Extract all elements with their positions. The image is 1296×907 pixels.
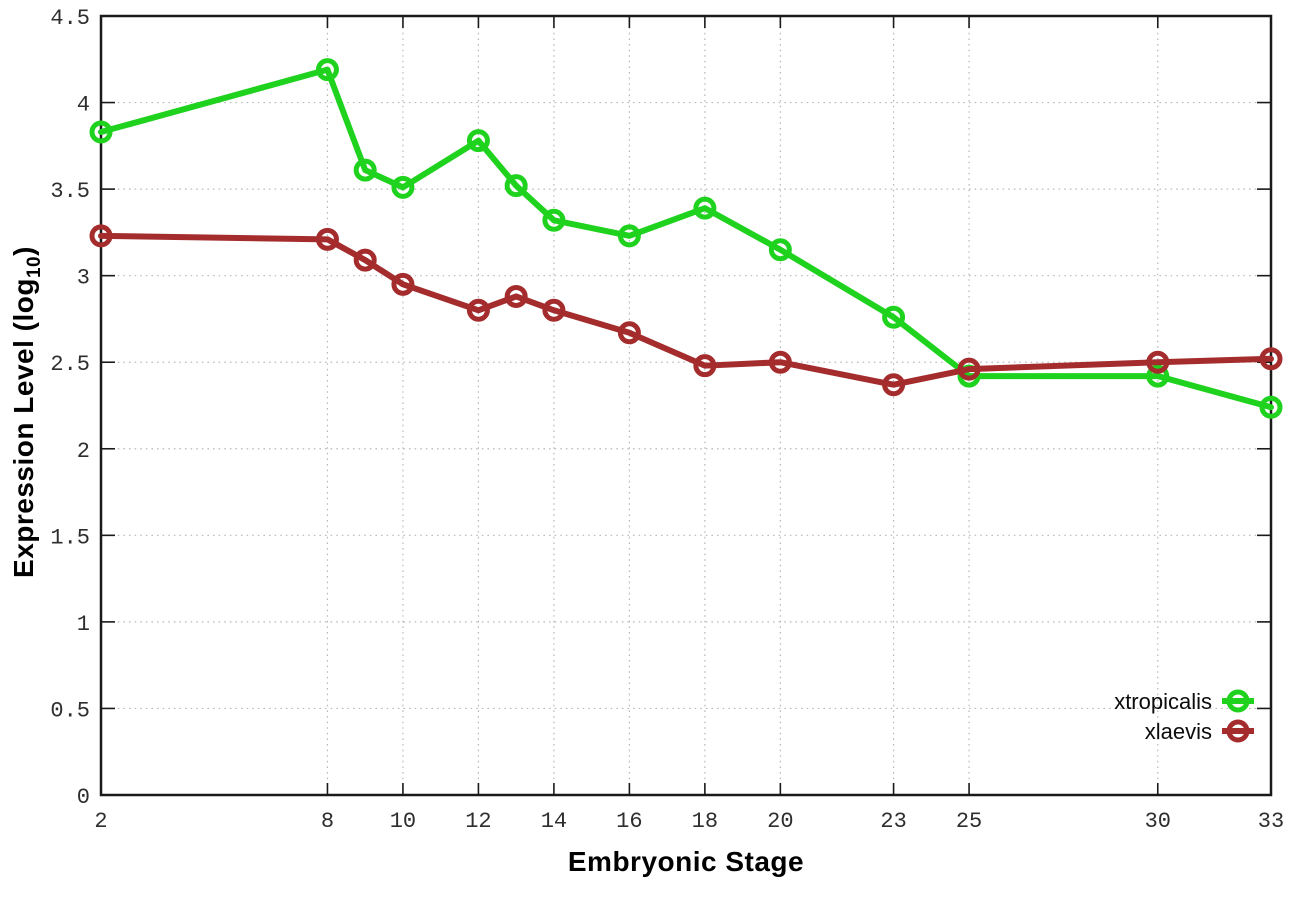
data-point-xlaevis <box>957 357 981 381</box>
data-point-xtropicalis <box>391 175 415 199</box>
data-point-xtropicalis <box>693 196 717 220</box>
plot-border <box>99 14 1273 797</box>
series-line-xlaevis <box>98 232 1274 388</box>
data-point-xtropicalis <box>617 224 641 248</box>
x-tick-label: 23 <box>880 809 906 834</box>
data-point-xlaevis <box>391 272 415 296</box>
x-tick-label: 18 <box>692 809 718 834</box>
data-point-xtropicalis <box>542 208 566 232</box>
data-point-xlaevis <box>315 227 339 251</box>
data-point-xlaevis <box>353 248 377 272</box>
data-point-xtropicalis <box>466 129 490 153</box>
x-tick-label: 2 <box>94 809 107 834</box>
data-point-xlaevis <box>617 321 641 345</box>
x-tick-label: 33 <box>1258 809 1284 834</box>
x-tick-label: 25 <box>956 809 982 834</box>
data-point-xlaevis <box>693 354 717 378</box>
x-tick-label: 12 <box>465 809 491 834</box>
data-point-xlaevis <box>1259 347 1283 371</box>
legend-marker-icon <box>1226 719 1250 743</box>
data-point-xtropicalis <box>89 120 113 144</box>
y-axis-title: Expression Level (log10) <box>8 246 46 578</box>
x-tick-label: 14 <box>541 809 567 834</box>
y-tick-label: 4.5 <box>50 6 90 31</box>
legend-label-xlaevis: xlaevis <box>1145 719 1212 744</box>
x-axis-title: Embryonic Stage <box>567 846 805 877</box>
y-tick-label: 1 <box>77 612 90 637</box>
data-point-xlaevis <box>542 298 566 322</box>
data-point-xlaevis <box>1146 350 1170 374</box>
y-tick-label: 2.5 <box>50 352 90 377</box>
y-axis-title-subscript: 10 <box>23 255 45 279</box>
x-tick-label: 8 <box>321 809 334 834</box>
data-point-xtropicalis <box>768 238 792 262</box>
data-point-xlaevis <box>504 284 528 308</box>
data-point-xtropicalis <box>1146 364 1170 388</box>
x-tick-label: 20 <box>767 809 793 834</box>
data-point-xtropicalis <box>504 174 528 198</box>
legend-marker-icon <box>1226 689 1250 713</box>
y-tick-label: 3 <box>77 266 90 291</box>
y-tick-label: 3.5 <box>50 179 90 204</box>
y-axis-title-main: Expression Level (log <box>8 278 40 578</box>
data-point-xlaevis <box>466 298 490 322</box>
x-tick-label: 30 <box>1145 809 1171 834</box>
y-tick-label: 1.5 <box>50 525 90 550</box>
y-tick-label: 0 <box>77 785 90 810</box>
y-tick-label: 0.5 <box>50 698 90 723</box>
data-point-xtropicalis <box>353 158 377 182</box>
legend-label-xtropicalis: xtropicalis <box>1114 689 1212 714</box>
y-axis-title-suffix: ) <box>8 246 40 256</box>
data-point-xlaevis <box>89 224 113 248</box>
y-tick-label: 2 <box>77 439 90 464</box>
data-point-xtropicalis <box>315 58 339 82</box>
data-point-xlaevis <box>768 350 792 374</box>
x-tick-label: 16 <box>616 809 642 834</box>
data-point-xlaevis <box>882 373 906 397</box>
x-tick-label: 10 <box>390 809 416 834</box>
y-tick-label: 4 <box>77 93 90 118</box>
data-point-xtropicalis <box>882 305 906 329</box>
data-point-xtropicalis <box>1259 395 1283 419</box>
